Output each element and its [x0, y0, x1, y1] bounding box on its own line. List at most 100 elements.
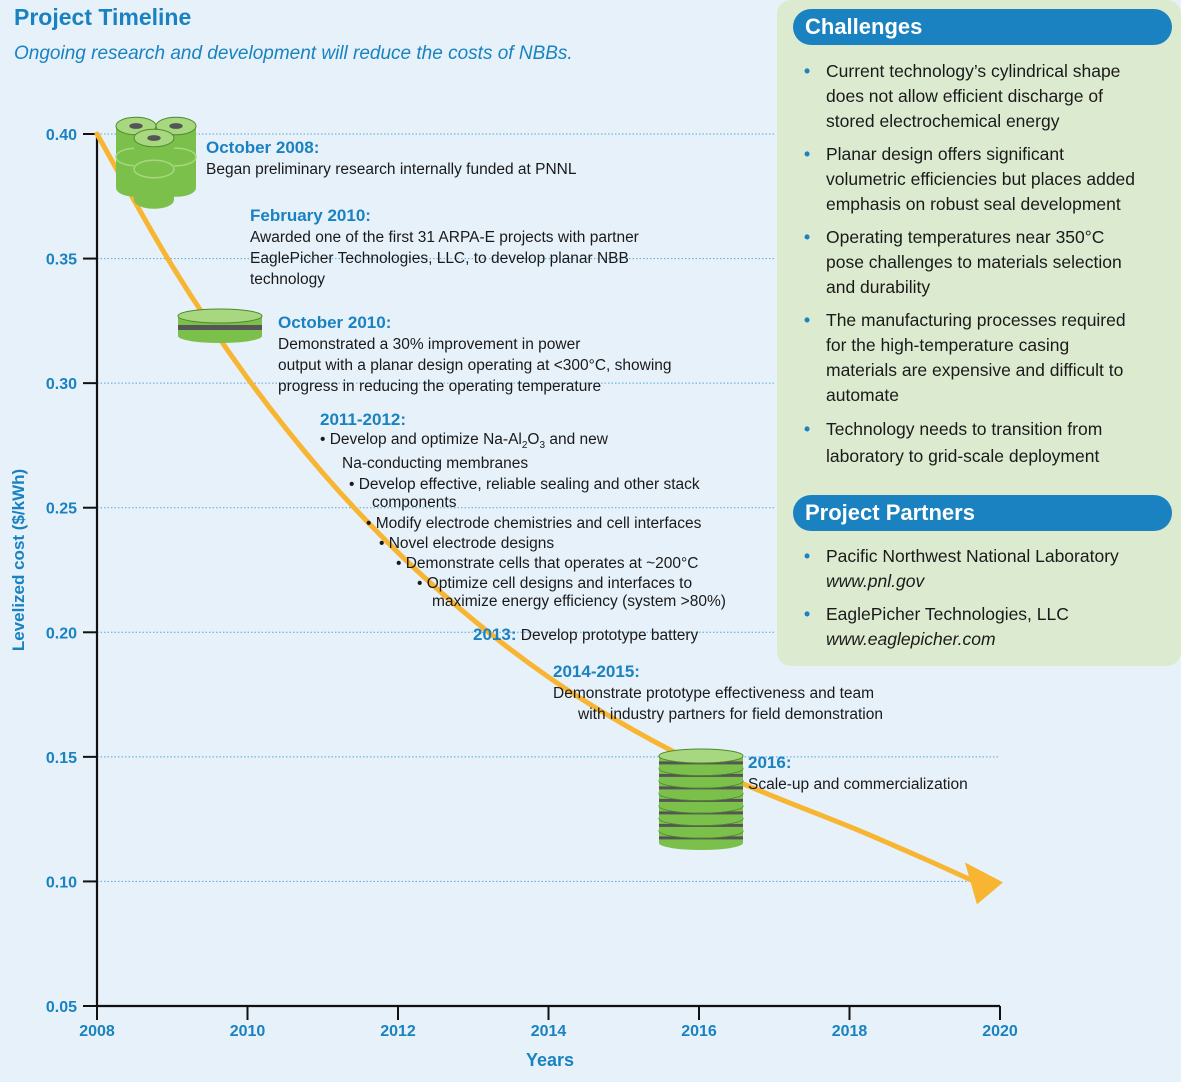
planar-cell — [177, 308, 263, 343]
challenge-line: does not allow efficient discharge of — [826, 86, 1103, 106]
challenge-item: • Technology needs to transition from la… — [800, 416, 1172, 470]
event-line: output with a planar design operating at… — [278, 357, 672, 374]
event-bullet-cont: maximize energy efficiency (system >80%) — [432, 593, 726, 611]
event-heading: October 2010: — [278, 313, 392, 332]
series-line — [94, 131, 988, 889]
partner-url[interactable]: www.eaglepicher.com — [826, 629, 996, 649]
x-tick-label: 2020 — [982, 1023, 1018, 1040]
partner-name: EaglePicher Technologies, LLC — [826, 604, 1069, 624]
disk-bottom — [659, 836, 743, 850]
challenge-item: • Current technology’s cylindrical shape… — [800, 59, 1172, 134]
battery-illustrations — [115, 116, 744, 850]
y-tick-label: 0.35 — [46, 252, 77, 269]
disk-top — [177, 308, 263, 324]
arrow-head — [964, 862, 1003, 905]
cell-terminal — [169, 123, 183, 129]
y-tick-label: 0.30 — [46, 376, 77, 393]
challenge-line: automate — [826, 385, 899, 405]
page-title: Project Timeline — [14, 4, 192, 30]
disk-top — [658, 748, 744, 764]
challenge-line: emphasis on robust seal development — [826, 194, 1121, 214]
event-line: Demonstrate prototype effectiveness and … — [553, 685, 875, 702]
bullet-icon: • — [804, 419, 811, 439]
page-subtitle: Ongoing research and development will re… — [14, 43, 573, 64]
cell-terminal — [147, 135, 161, 141]
disk-bottom — [659, 823, 743, 838]
y-tick-label: 0.05 — [46, 999, 77, 1016]
y-tick-label: 0.20 — [46, 625, 77, 642]
partner-item: • EaglePicher Technologies, LLC www.eagl… — [800, 602, 1172, 652]
challenge-item: • Operating temperatures near 350°C pose… — [800, 225, 1172, 300]
event-oct-2008: October 2008: Began preliminary research… — [206, 137, 576, 180]
event-bullet: • Demonstrate cells that operates at ~20… — [396, 555, 699, 573]
x-axis-label: Years — [526, 1050, 574, 1070]
x-tick-label: 2010 — [230, 1023, 266, 1040]
event-heading: October 2008: — [206, 138, 320, 157]
y-tick-label: 0.25 — [46, 501, 77, 518]
disk-bottom — [659, 773, 743, 788]
x-tick-label: 2018 — [832, 1023, 868, 1040]
event-2013: 2013: Develop prototype battery — [473, 624, 698, 646]
battery-stack — [658, 748, 744, 850]
cell-bottom — [134, 191, 174, 209]
cell-body — [134, 138, 174, 200]
challenge-line: The manufacturing processes required — [826, 310, 1126, 330]
event-bullet: • Develop effective, reliable sealing an… — [349, 476, 700, 494]
event-line: technology — [250, 271, 325, 288]
challenges-heading: Challenges — [793, 9, 1172, 45]
event-heading: 2014-2015: — [553, 662, 640, 681]
y-tick-label: 0.15 — [46, 750, 77, 767]
event-bullet-cont: Na-conducting membranes — [342, 455, 529, 473]
challenge-line: Current technology’s cylindrical shape — [826, 61, 1121, 81]
y-axis-label: Levelized cost ($/kWh) — [9, 469, 28, 651]
partners-heading: Project Partners — [793, 495, 1172, 531]
challenge-line: volumetric efficiencies but places added — [826, 169, 1136, 189]
x-tick-label: 2016 — [681, 1023, 717, 1040]
challenge-item: • The manufacturing processes required f… — [800, 308, 1172, 408]
stack-disk — [658, 748, 744, 775]
bullet-icon: • — [804, 604, 811, 624]
x-tick-label: 2012 — [380, 1023, 416, 1040]
bullet-icon: • — [804, 310, 811, 330]
cell-band — [133, 159, 175, 179]
cost-curve — [94, 131, 1003, 905]
bullet-icon: • — [804, 546, 811, 566]
disk-bottom — [659, 761, 743, 775]
event-bullet: • Novel electrode designs — [379, 535, 555, 553]
ticks: 0.05 0.10 0.15 0.20 0.25 0.30 0.35 0.40 2008 2010… — [46, 127, 1018, 1040]
bullet-icon: • — [804, 227, 811, 247]
event-line: Awarded one of the first 31 ARPA-E proje… — [250, 229, 639, 246]
event-heading: 2013: — [473, 625, 517, 644]
disk-bottom — [659, 811, 743, 825]
info-panel — [777, 0, 1181, 666]
battery-cell — [133, 128, 175, 209]
grid-lines — [97, 133, 1000, 882]
event-2014-2015: 2014-2015: Demonstrate prototype effecti… — [553, 661, 883, 725]
event-bullet: • Optimize cell designs and interfaces t… — [417, 575, 693, 593]
disk-bottom — [178, 329, 262, 343]
partner-url[interactable]: www.pnl.gov — [826, 571, 925, 591]
event-oct-2010: October 2010: Demonstrated a 30% improve… — [278, 312, 672, 397]
x-tick-label: 2014 — [531, 1023, 567, 1040]
challenge-line: Planar design offers significant — [826, 144, 1065, 164]
challenge-line: for the high-temperature casing — [826, 335, 1070, 355]
x-tick-label: 2008 — [79, 1023, 115, 1040]
event-heading: February 2010: — [250, 206, 371, 225]
partners-list: • Pacific Northwest National Laboratory … — [800, 544, 1172, 652]
event-line: Began preliminary research internally fu… — [206, 161, 577, 178]
partner-item: • Pacific Northwest National Laboratory … — [800, 544, 1172, 594]
disk-bottom — [659, 798, 743, 813]
bullet-icon: • — [804, 144, 811, 164]
challenge-line: Operating temperatures near 350°C — [826, 227, 1105, 247]
challenge-line: materials are expensive and difficult to — [826, 360, 1124, 380]
event-bullet-cont: components — [372, 494, 457, 512]
event-line: Scale-up and commercialization — [748, 776, 968, 793]
event-heading: 2016: — [748, 753, 792, 772]
event-feb-2010: February 2010: Awarded one of the first … — [250, 205, 639, 290]
event-line: with industry partners for field demonst… — [578, 706, 883, 723]
event-heading: 2011-2012: — [320, 410, 407, 429]
disk-separator — [178, 325, 262, 330]
challenges-list: • Current technology’s cylindrical shape… — [800, 59, 1172, 470]
y-tick-label: 0.10 — [46, 874, 77, 891]
